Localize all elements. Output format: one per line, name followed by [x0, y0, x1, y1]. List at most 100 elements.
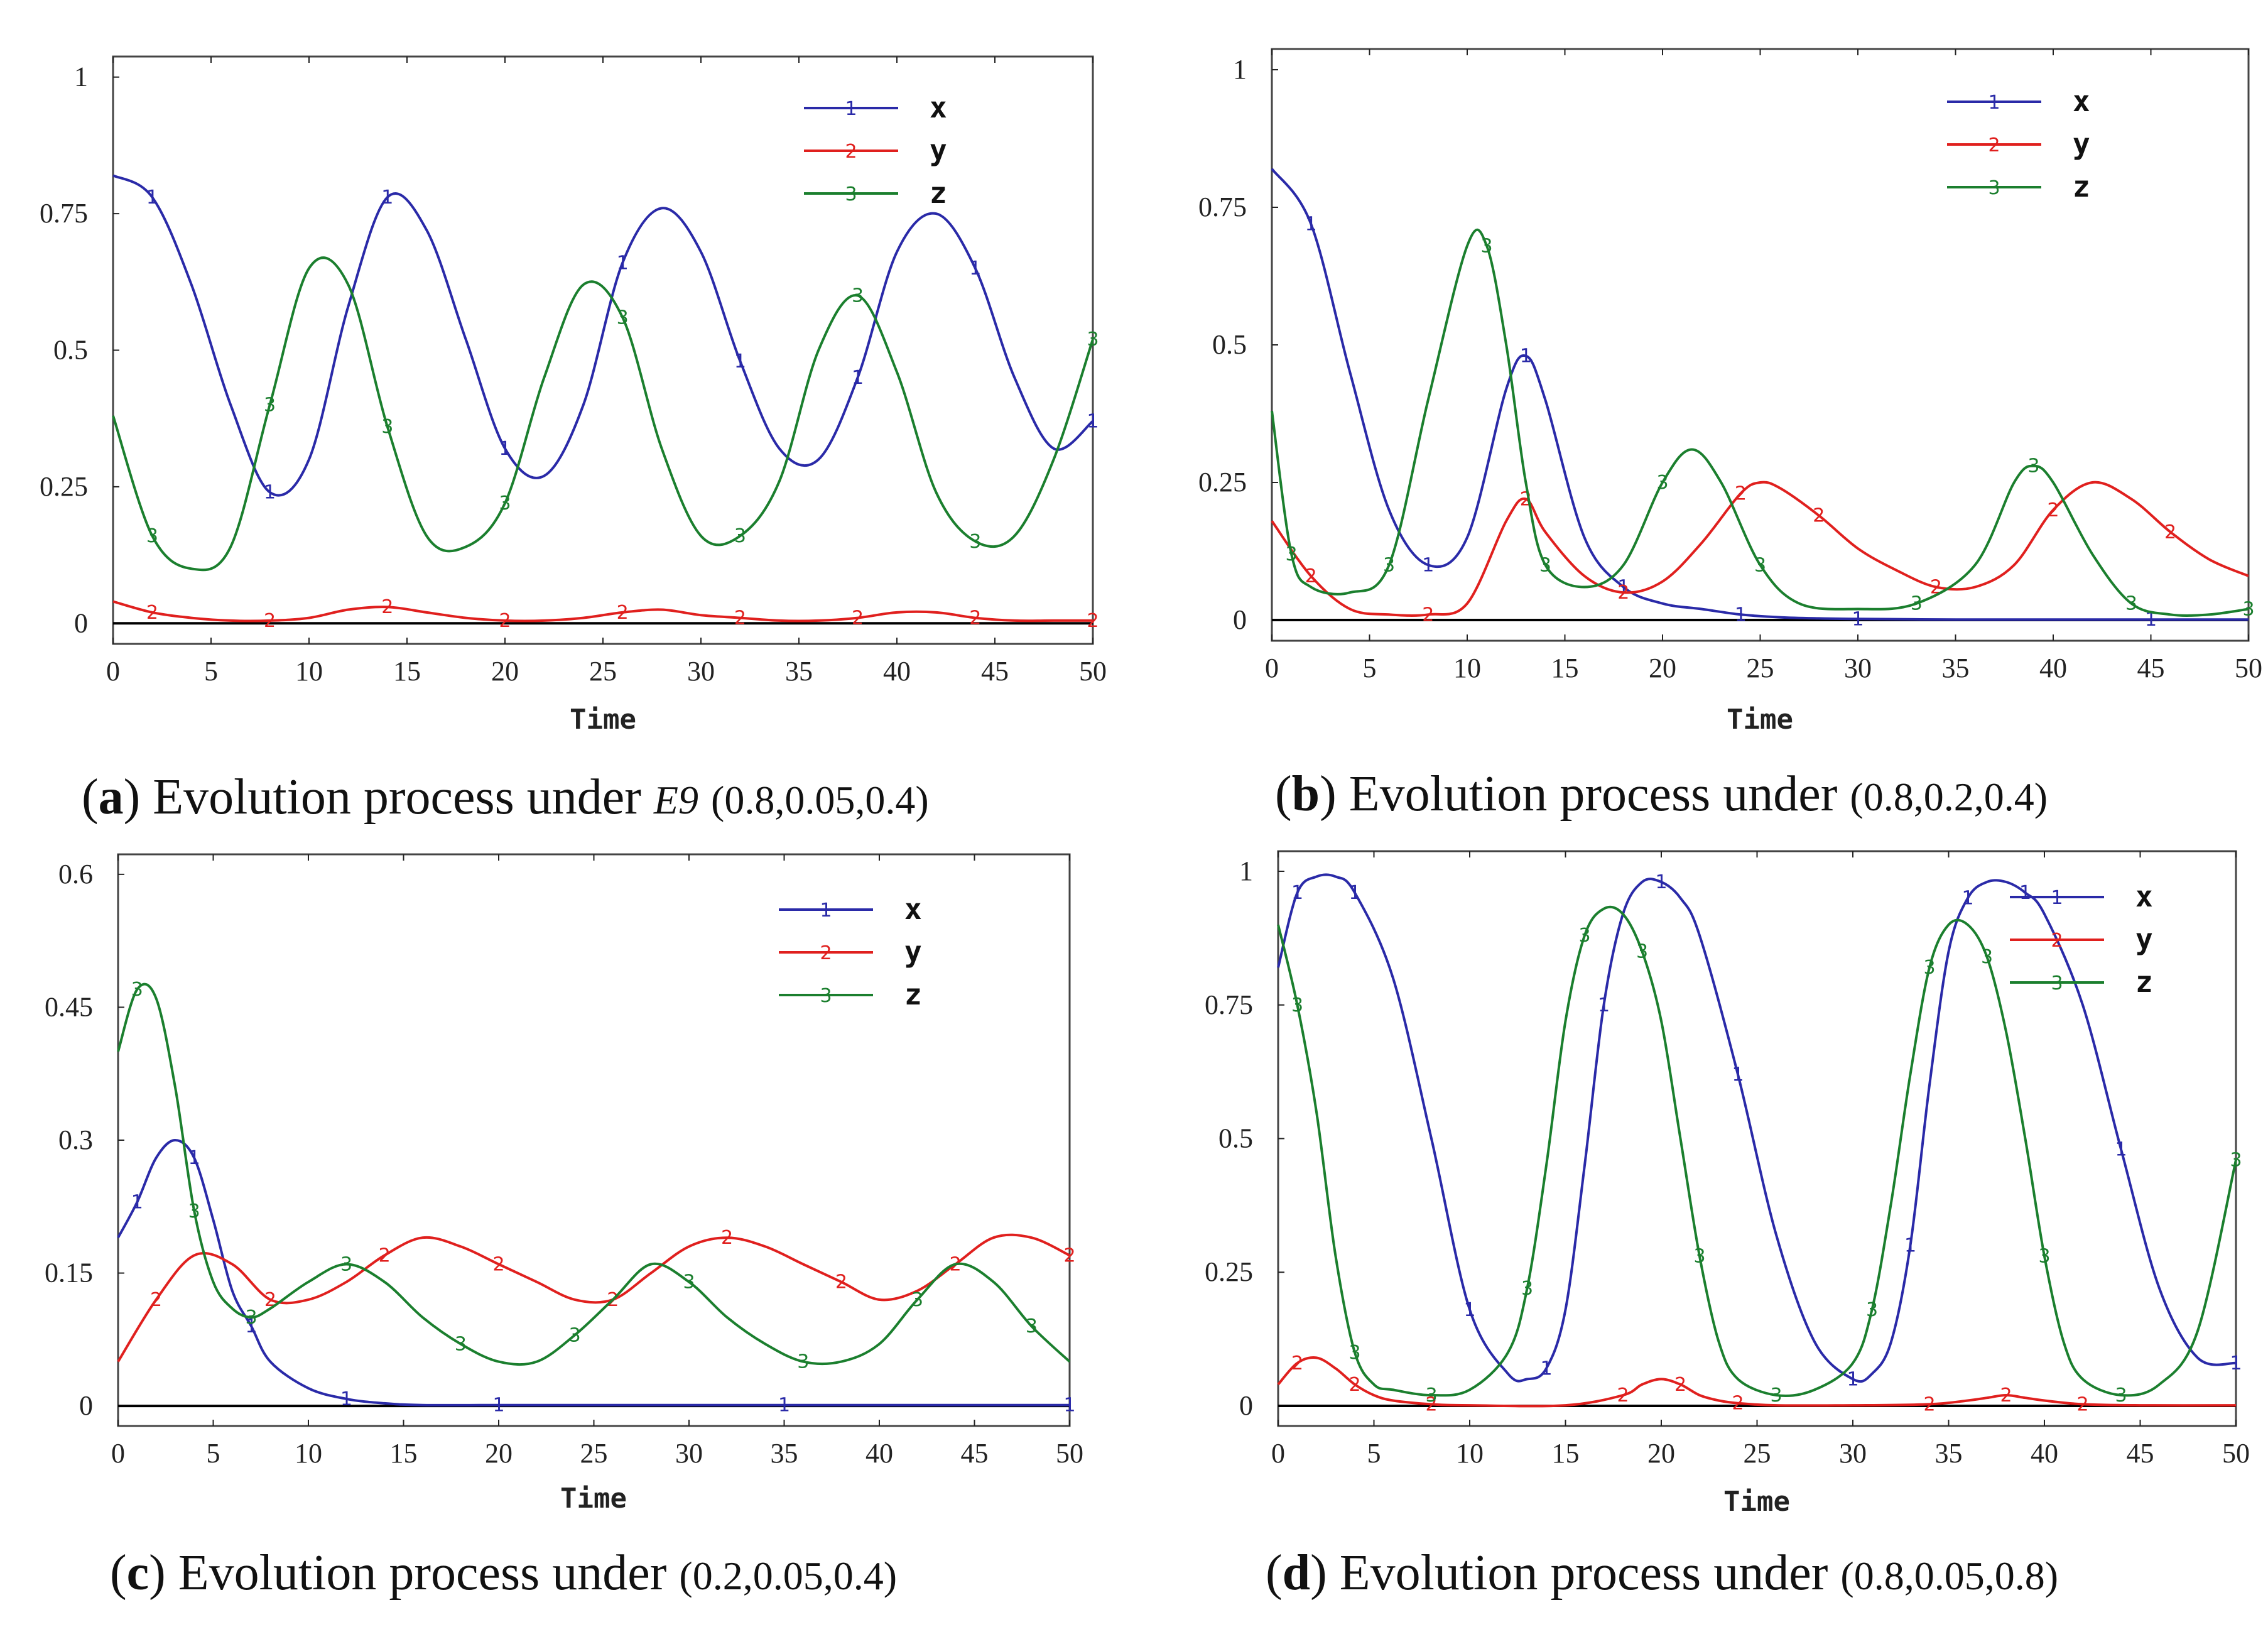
panel-a: 0 5 10 15 20 25 30 35 40 45 50 0 0.25 0.5 0.75 1 1 1 1 1 1 1 1… [40, 55, 1107, 736]
series-marker-z: 3 [381, 416, 393, 438]
y-tick-label: 0.75 [1198, 192, 1247, 222]
caption-c: (c) Evolution process under (0.2,0.05,0.… [110, 1545, 897, 1601]
series-marker-x: 1 [499, 438, 511, 460]
series-marker-x: 1 [1961, 888, 1973, 910]
legend-marker: 2 [845, 141, 857, 163]
series-marker-z: 3 [1981, 946, 1993, 968]
x-tick-label: 5 [1363, 653, 1377, 683]
x-tick-label: 40 [2039, 653, 2067, 683]
series-line-y [117, 1233, 1070, 1363]
series-marker-z: 3 [1911, 593, 1923, 615]
series-line-z [117, 982, 1071, 1366]
legend-label: z [2073, 170, 2090, 204]
series-marker-y: 2 [2164, 521, 2176, 543]
x-tick-label: 45 [2127, 1438, 2154, 1469]
x-tick-label: 45 [961, 1438, 989, 1469]
series-marker-y: 2 [1923, 1393, 1935, 1415]
legend-label: y [904, 935, 922, 969]
series-marker-x: 1 [492, 1395, 504, 1417]
series-marker-z: 3 [1866, 1299, 1878, 1321]
x-tick-label: 15 [390, 1438, 418, 1469]
series-marker-x: 1 [1735, 604, 1747, 626]
series-marker-x: 1 [1463, 1299, 1475, 1321]
legend-label: y [2135, 922, 2153, 956]
series-marker-x: 1 [2115, 1139, 2127, 1161]
x-tick-label: 15 [1551, 653, 1579, 683]
y-tick-label: 0.6 [58, 859, 93, 890]
panel-b: 0 5 10 15 20 25 30 35 40 45 50 0 0.25 0.5 0.75 1 1 1 1 1 1 1 1… [1198, 48, 2262, 736]
legend-label: z [2135, 965, 2153, 999]
series-marker-z: 3 [146, 525, 158, 547]
series-marker-z: 3 [2242, 599, 2254, 621]
x-tick-label: 35 [785, 656, 813, 687]
caption-b: (b) Evolution process under (0.8,0.2,0.4… [1275, 766, 2048, 822]
series-marker-z: 3 [131, 979, 143, 1001]
series-marker-y: 2 [1617, 582, 1629, 604]
series-marker-z: 3 [246, 1307, 258, 1329]
x-tick-label: 5 [204, 656, 218, 687]
series-marker-z: 3 [1087, 329, 1099, 351]
series-marker-z: 3 [734, 525, 746, 547]
x-tick-label: 25 [580, 1438, 608, 1469]
y-tick-label: 1 [1239, 856, 1253, 886]
x-tick-label: 15 [393, 656, 421, 687]
plot-frame [1271, 48, 2250, 642]
y-tick-label: 0.75 [40, 198, 88, 229]
x-tick-label: 40 [883, 656, 911, 687]
series-marker-x: 1 [734, 351, 746, 373]
series-marker-z: 3 [499, 492, 511, 514]
series-marker-z: 3 [2027, 455, 2039, 477]
series-marker-z: 3 [1923, 957, 1935, 979]
series-line-y [112, 600, 1093, 623]
legend-marker: 3 [1988, 177, 2000, 199]
series-line-x [117, 1138, 1070, 1407]
y-tick-label: 0 [1233, 604, 1247, 635]
y-tick-label: 0 [79, 1390, 93, 1421]
caption-d: (d) Evolution process under (0.8,0.05,0.… [1266, 1545, 2058, 1601]
series-marker-y: 2 [381, 596, 393, 618]
y-tick-label: 0.3 [58, 1124, 93, 1155]
series-line-z [112, 256, 1094, 572]
series-marker-z: 3 [569, 1324, 581, 1346]
series-marker-z: 3 [797, 1351, 809, 1373]
series-marker-x: 1 [1063, 1395, 1075, 1417]
series-marker-z: 3 [1636, 941, 1648, 963]
legend-marker: 1 [2051, 887, 2063, 909]
x-tick-label: 0 [111, 1438, 125, 1469]
series-line-x [1271, 168, 2249, 621]
series-marker-y: 2 [1735, 483, 1747, 505]
series-marker-z: 3 [2115, 1385, 2127, 1407]
series-marker-x: 1 [264, 482, 276, 504]
series-marker-y: 2 [1063, 1244, 1075, 1266]
x-tick-label: 10 [1456, 1438, 1484, 1469]
series-marker-x: 1 [146, 187, 158, 209]
series-marker-x: 1 [1291, 882, 1303, 904]
legend-label: x [2135, 879, 2153, 913]
series-marker-z: 3 [340, 1253, 352, 1275]
x-tick-label: 0 [106, 656, 120, 687]
x-tick-label: 50 [1056, 1438, 1083, 1469]
series-marker-z: 3 [1481, 235, 1493, 257]
x-tick-label: 20 [485, 1438, 513, 1469]
series-marker-z: 3 [188, 1200, 200, 1222]
legend-marker: 2 [820, 942, 832, 964]
series-marker-z: 3 [1656, 472, 1668, 494]
y-tick-label: 0.5 [1218, 1123, 1253, 1154]
series-marker-x: 1 [1847, 1368, 1858, 1390]
x-tick-label: 40 [2031, 1438, 2058, 1469]
series-line-y [1277, 1356, 2237, 1408]
series-marker-y: 2 [264, 610, 276, 632]
y-tick-label: 0 [1239, 1390, 1253, 1421]
x-tick-label: 10 [295, 656, 323, 687]
series-marker-y: 2 [1348, 1374, 1360, 1396]
series-marker-x: 1 [778, 1395, 790, 1417]
series-marker-z: 3 [852, 285, 864, 307]
series-marker-z: 3 [969, 531, 981, 553]
y-tick-label: 0.45 [45, 991, 93, 1022]
series-marker-z: 3 [2038, 1246, 2050, 1268]
series-marker-y: 2 [1422, 604, 1434, 626]
legend-marker: 3 [2051, 972, 2063, 994]
x-tick-label: 15 [1552, 1438, 1580, 1469]
